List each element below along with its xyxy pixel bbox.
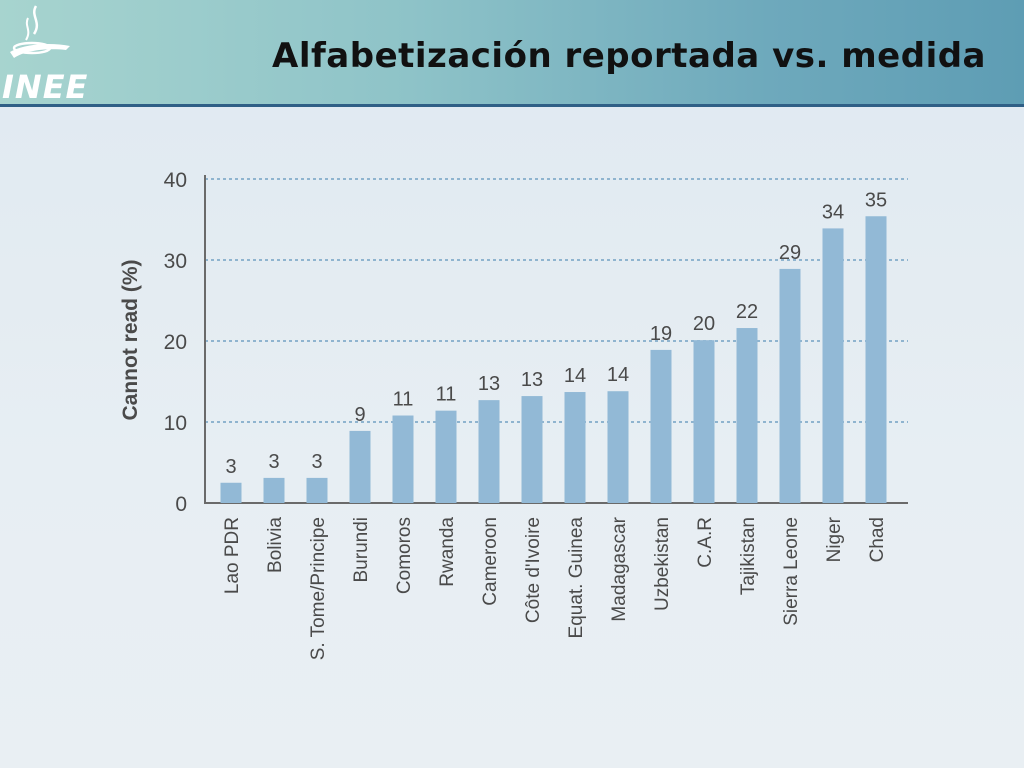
header-rule	[0, 104, 1024, 107]
bar	[349, 430, 371, 503]
data-label: 19	[650, 323, 672, 345]
data-label: 34	[822, 201, 844, 223]
bar	[478, 400, 500, 503]
bar	[779, 268, 801, 503]
bar	[306, 477, 328, 503]
data-label: 20	[693, 313, 715, 335]
data-label: 3	[225, 456, 236, 478]
data-label: 29	[779, 242, 801, 264]
y-tick-label: 20	[164, 331, 187, 354]
data-label: 3	[268, 451, 279, 473]
category-label: Niger	[824, 516, 845, 562]
bar	[564, 392, 586, 503]
data-label: 35	[865, 189, 887, 211]
bar	[865, 216, 887, 503]
bar	[607, 391, 629, 503]
category-label: Cameroon	[480, 517, 501, 606]
bar	[736, 328, 758, 503]
data-label: 22	[736, 301, 758, 323]
slide-header	[0, 0, 1024, 104]
data-label: 3	[311, 451, 322, 473]
category-label: Tajikistan	[738, 517, 759, 595]
category-label: Burundi	[351, 517, 372, 583]
category-label: Equat. Guinea	[566, 517, 587, 639]
bar	[521, 396, 543, 503]
axis-layer	[204, 175, 908, 504]
category-label: S. Tome/Principe	[308, 517, 329, 660]
category-label: C.A.R	[695, 517, 716, 568]
bar	[435, 410, 457, 503]
bar	[822, 228, 844, 503]
category-label: Bolivia	[265, 517, 286, 573]
data-label: 14	[564, 365, 586, 387]
grid-layer	[205, 178, 908, 423]
y-tick-label: 40	[164, 169, 187, 192]
category-label: Lao PDR	[222, 517, 243, 594]
data-label: 9	[354, 404, 365, 426]
category-label: Rwanda	[437, 517, 458, 587]
category-label: Chad	[867, 517, 888, 562]
bar	[650, 349, 672, 503]
bar	[220, 482, 242, 503]
data-label: 13	[521, 369, 543, 391]
logo-text: INEE	[2, 68, 89, 106]
y-tick-label: 30	[164, 250, 187, 273]
y-tick-label: 10	[164, 412, 187, 435]
bar-layer	[220, 216, 887, 503]
data-label: 13	[478, 373, 500, 395]
data-label: 11	[436, 384, 457, 406]
category-label: Madagascar	[609, 516, 630, 621]
bar	[263, 477, 285, 503]
y-tick-label: 0	[175, 493, 187, 516]
y-axis-title: Cannot read (%)	[119, 259, 142, 420]
bar	[392, 415, 414, 503]
label-layer: 0 10 20 30 40 3 Lao PDR 3 Bolivia 3 S. Tome/Princi…	[164, 169, 888, 660]
category-label: Comoros	[394, 517, 415, 594]
data-label: 11	[393, 389, 414, 411]
category-label: Uzbekistan	[652, 517, 673, 611]
category-label: Sierra Leone	[781, 517, 802, 626]
data-label: 14	[607, 364, 629, 386]
bar	[693, 340, 715, 503]
logo-graphic	[10, 5, 70, 58]
slide-title: Alfabetización reportada vs. medida	[272, 36, 986, 76]
category-label: Côte d'Ivoire	[523, 517, 544, 623]
inee-logo: INEE	[0, 0, 90, 106]
